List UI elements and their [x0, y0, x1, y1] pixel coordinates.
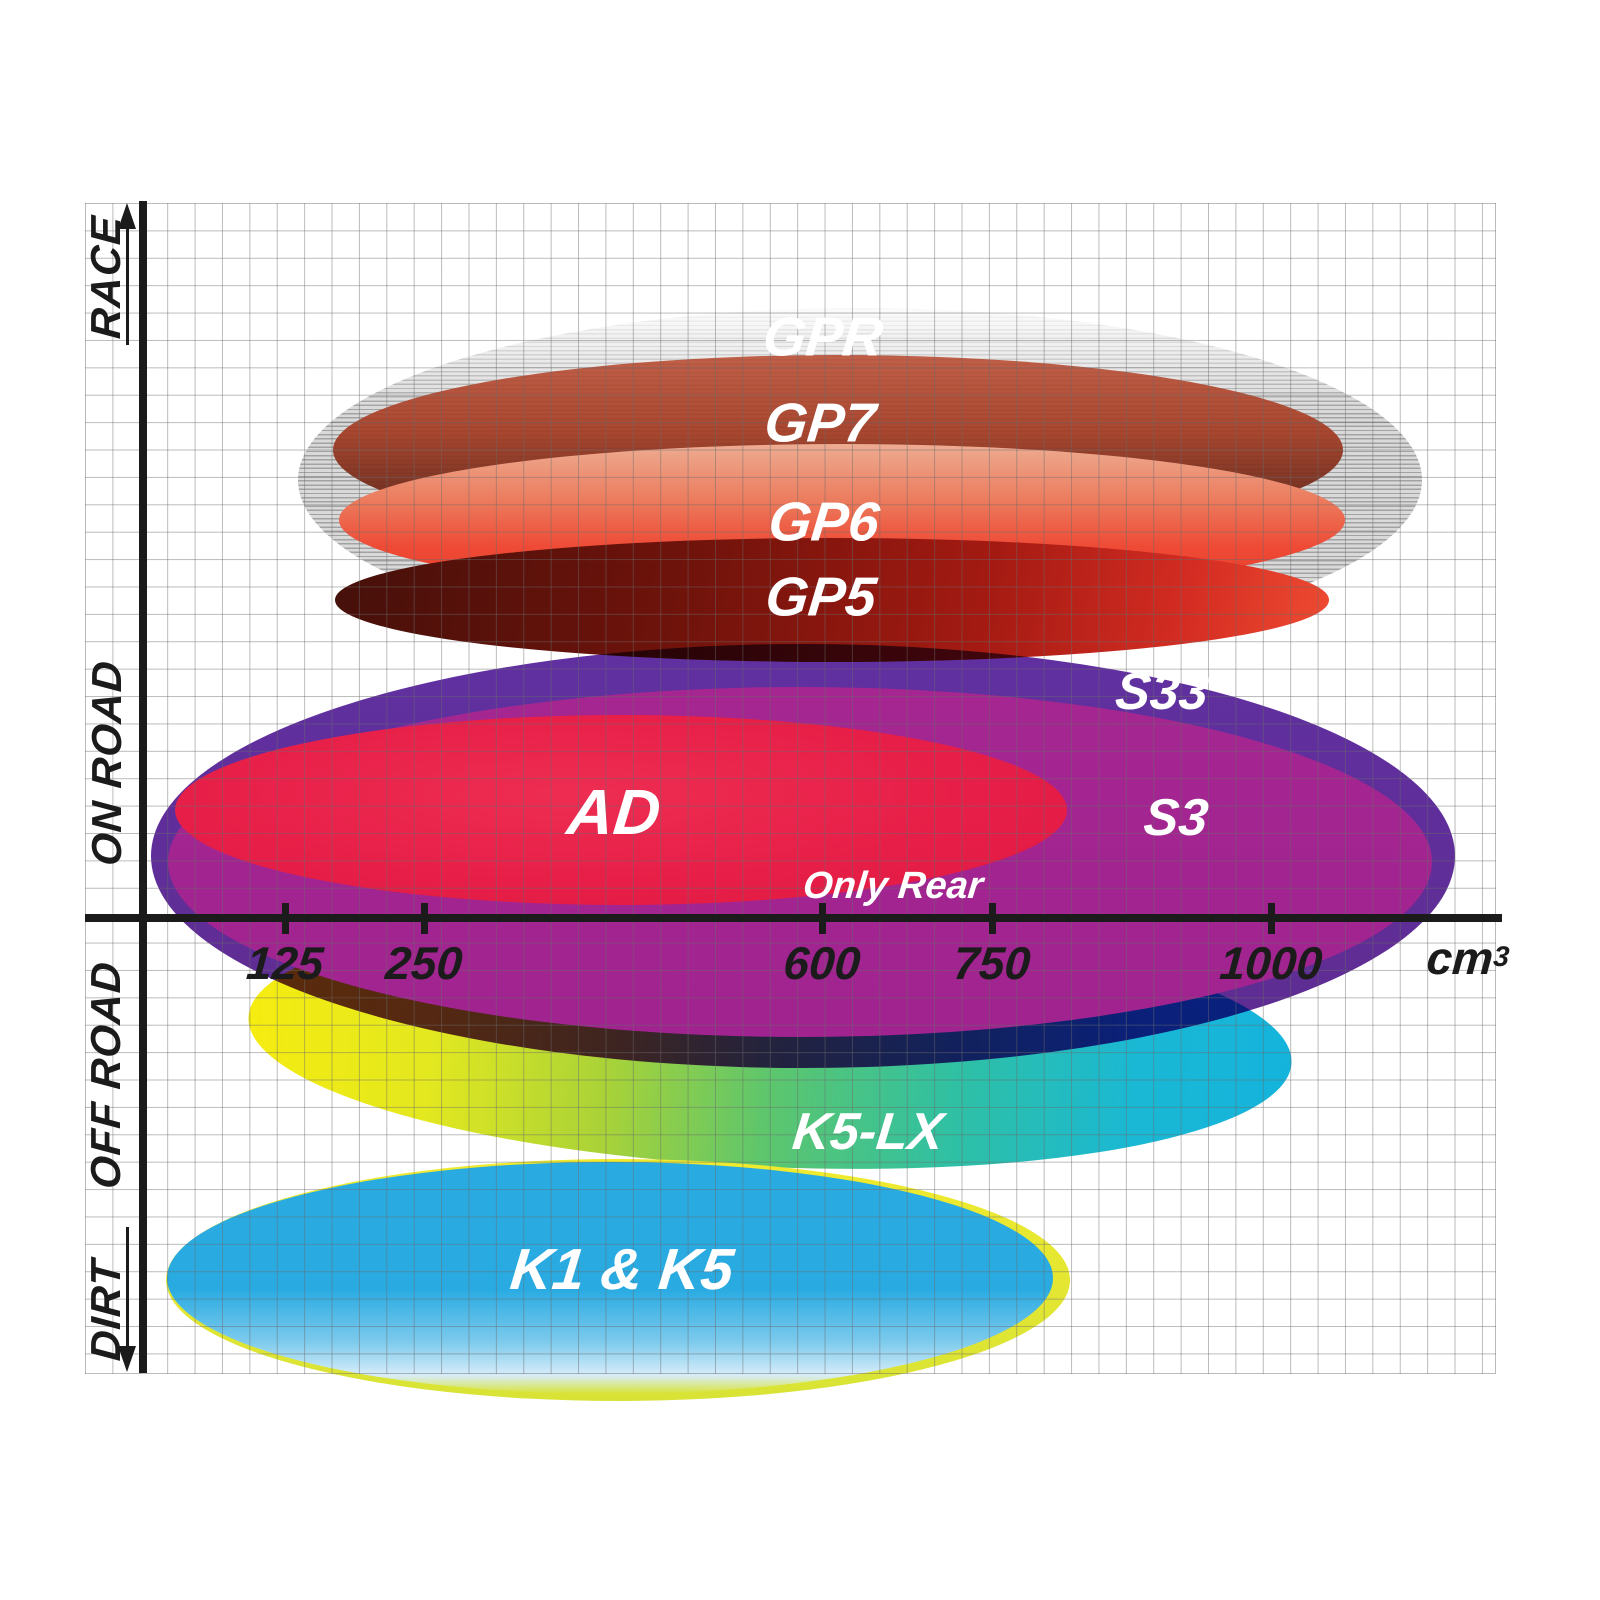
region-k1k5: [167, 1162, 1053, 1394]
x-tick-250: [421, 903, 428, 934]
region-label-k1k5: K1 & K5: [507, 1237, 737, 1302]
region-label-gpr: GPR: [760, 305, 886, 368]
unit-exponent: 3: [1492, 941, 1511, 973]
x-axis-unit-label: cm3: [1425, 932, 1511, 984]
y-category-label-race: RACE: [82, 213, 129, 341]
x-tick-label-1000: 1000: [1218, 937, 1324, 989]
dirt-arrow-line: [125, 1227, 129, 1350]
race-arrow-up-icon: [118, 203, 136, 229]
x-tick-label-125: 125: [244, 937, 326, 989]
region-label-gp5: GP5: [762, 565, 880, 628]
x-tick-125: [282, 903, 289, 934]
x-tick-label-250: 250: [383, 937, 465, 989]
race-arrow-line: [125, 210, 129, 345]
x-axis-line: [85, 914, 1502, 922]
x-tick-label-750: 750: [951, 937, 1033, 989]
annotation-only-rear: Only Rear: [801, 865, 985, 907]
y-axis-line: [139, 201, 147, 1373]
region-label-gp7: GP7: [761, 391, 879, 454]
region-label-s33: S33: [1112, 663, 1212, 721]
region-label-gp6: GP6: [765, 490, 883, 553]
x-tick-label-600: 600: [781, 937, 863, 989]
y-category-label-on-road: ON ROAD: [83, 658, 130, 868]
region-label-k5-lx: K5-LX: [789, 1103, 947, 1161]
y-category-label-off-road: OFF ROAD: [82, 959, 129, 1191]
region-ad: [175, 715, 1067, 905]
region-label-ad: AD: [563, 776, 665, 848]
unit-base: cm: [1425, 932, 1496, 984]
x-tick-600: [819, 903, 826, 934]
region-gp5: [335, 538, 1329, 662]
x-tick-750: [989, 903, 996, 934]
dirt-arrow-down-icon: [118, 1346, 136, 1372]
region-label-s3: S3: [1141, 789, 1211, 847]
x-tick-1000: [1268, 903, 1275, 934]
